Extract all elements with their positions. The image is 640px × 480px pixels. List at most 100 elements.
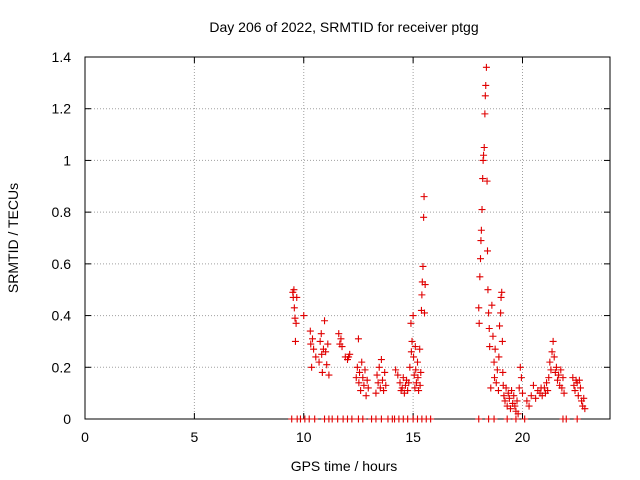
data-point: [396, 379, 404, 387]
data-point: [571, 387, 579, 395]
data-point: [505, 394, 513, 402]
data-point: [532, 394, 540, 402]
data-point: [478, 206, 486, 214]
y-tick-label: 0.8: [52, 204, 72, 220]
data-point: [511, 402, 519, 410]
data-point: [293, 293, 301, 301]
data-point: [335, 330, 343, 338]
data-point: [476, 273, 484, 281]
data-point: [484, 286, 492, 294]
x-tick-label: 20: [515, 429, 531, 445]
data-point: [324, 340, 332, 348]
data-point: [486, 343, 494, 351]
data-point: [312, 353, 320, 361]
data-point: [306, 327, 314, 335]
data-point: [543, 379, 551, 387]
data-point: [418, 291, 426, 299]
data-point: [574, 392, 582, 400]
data-point: [352, 374, 360, 382]
data-point: [309, 335, 316, 343]
data-point: [576, 384, 584, 392]
y-tick-label: 0.6: [52, 256, 72, 272]
data-point: [506, 405, 514, 413]
data-point: [358, 358, 366, 366]
data-point: [557, 366, 565, 374]
data-point: [555, 371, 563, 379]
data-point: [353, 363, 361, 371]
data-point: [546, 358, 554, 366]
data-point: [406, 363, 414, 371]
y-axis-label: SRMTID / TECUs: [5, 183, 21, 293]
data-point: [362, 392, 370, 400]
data-point: [489, 332, 497, 340]
data-point: [479, 175, 487, 183]
data-point: [481, 92, 489, 100]
data-point: [573, 415, 581, 423]
data-point: [484, 247, 491, 255]
x-tick-label: 5: [190, 429, 198, 445]
data-point: [503, 415, 511, 423]
data-point: [290, 286, 298, 294]
data-point: [482, 63, 490, 71]
data-point: [372, 389, 380, 397]
data-point: [394, 371, 402, 379]
data-point: [409, 312, 417, 320]
x-axis-label: GPS time / hours: [291, 458, 398, 474]
data-point: [355, 379, 363, 387]
data-point: [322, 348, 330, 356]
data-point: [410, 371, 418, 379]
data-point: [377, 356, 385, 364]
data-point: [514, 410, 522, 418]
data-point: [321, 317, 329, 325]
y-tick-label: 0.4: [52, 308, 72, 324]
data-point: [481, 110, 489, 118]
data-point: [407, 348, 415, 356]
data-point: [477, 226, 485, 234]
data-point: [501, 397, 509, 405]
data-point: [499, 368, 507, 376]
data-point: [404, 387, 412, 395]
data-point: [487, 384, 495, 392]
data-point: [411, 384, 419, 392]
data-point: [581, 405, 589, 413]
data-point: [381, 368, 389, 376]
y-tick-label: 1.2: [52, 101, 72, 117]
data-point: [498, 337, 506, 345]
data-point: [374, 379, 382, 387]
data-point: [410, 353, 418, 361]
data-point: [325, 371, 333, 379]
data-point: [414, 374, 422, 382]
data-point: [560, 389, 568, 397]
data-point: [475, 304, 483, 312]
data-point: [483, 177, 491, 185]
data-point: [416, 381, 424, 389]
data-point: [491, 345, 499, 353]
data-point: [558, 384, 566, 392]
data-point: [364, 384, 372, 392]
data-point: [311, 415, 319, 423]
data-point: [291, 314, 299, 322]
data-point: [360, 381, 368, 389]
data-point: [420, 193, 428, 201]
data-points: [288, 63, 589, 423]
data-point: [485, 309, 493, 317]
data-point: [502, 384, 510, 392]
x-tick-label: 15: [405, 429, 421, 445]
data-point: [500, 392, 508, 400]
y-tick-label: 0: [63, 411, 71, 427]
data-point: [408, 337, 416, 345]
data-point: [363, 376, 371, 384]
data-point: [497, 309, 505, 317]
data-point: [419, 262, 427, 270]
data-point: [482, 81, 490, 89]
data-point: [416, 345, 424, 353]
y-tick-label: 1.4: [52, 49, 72, 65]
data-point: [550, 353, 558, 361]
data-point: [375, 363, 383, 371]
data-point: [548, 348, 556, 356]
data-point: [544, 387, 552, 395]
data-point: [575, 376, 583, 384]
data-point: [508, 387, 516, 395]
data-point: [348, 415, 356, 423]
